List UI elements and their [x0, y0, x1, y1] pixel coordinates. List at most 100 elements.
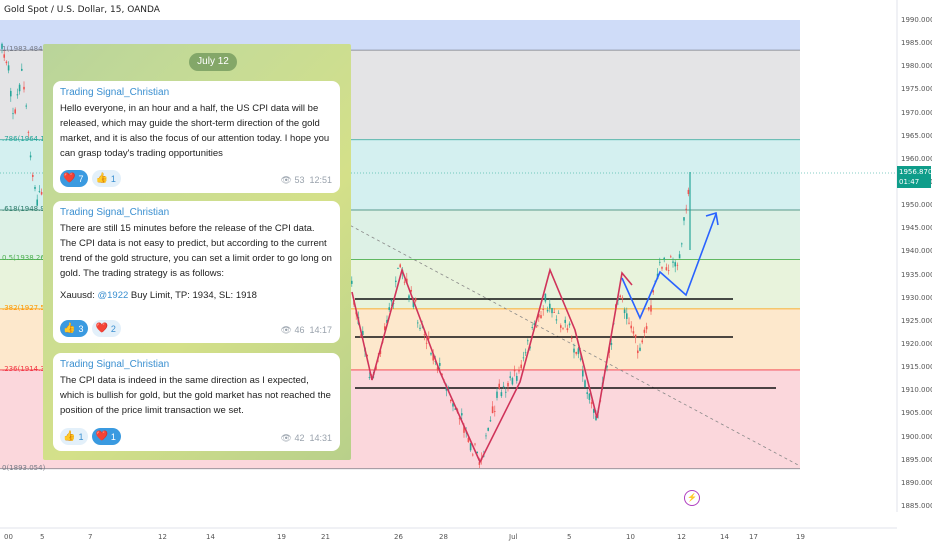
message-text: Hello everyone, in an hour and a half, t… — [60, 103, 330, 159]
candle-body — [568, 323, 571, 326]
candle-body — [29, 155, 32, 158]
y-tick-label: 1965.000 — [901, 131, 932, 140]
candle-body — [496, 391, 498, 398]
reaction-count: 1 — [110, 173, 116, 184]
reaction-thumbs-up[interactable]: 👍 3 — [60, 320, 89, 337]
candle-body — [527, 340, 529, 342]
message-author[interactable]: Trading Signal_Christian — [60, 207, 170, 218]
candle-body — [36, 199, 38, 206]
candle-body — [665, 267, 668, 271]
candle-body — [610, 343, 613, 345]
candle-body — [368, 376, 371, 378]
y-tick-label: 1905.000 — [901, 409, 932, 418]
candle-body — [419, 327, 421, 329]
candle-body — [590, 402, 593, 404]
candle-body — [23, 86, 25, 90]
candle-body — [425, 342, 428, 344]
candle-body — [14, 109, 16, 114]
reaction-count: 1 — [78, 431, 84, 442]
candle-body — [535, 326, 538, 328]
candle-body — [555, 319, 558, 321]
reaction-heart[interactable]: ❤️ 2 — [92, 320, 121, 337]
candle-body — [476, 451, 478, 454]
candle-body — [390, 299, 393, 302]
candle-body — [511, 378, 514, 385]
candle-body — [32, 174, 34, 177]
fib-level-label: 1(1983.484) — [2, 45, 46, 54]
candle-body — [397, 268, 399, 269]
reaction-heart[interactable]: ❤️ 7 — [60, 170, 89, 187]
candle-body — [551, 307, 553, 314]
candle-body — [388, 307, 390, 310]
eye-icon: 👁 — [280, 325, 295, 335]
candle-body — [403, 281, 406, 283]
candle-body — [571, 337, 573, 339]
candle-body — [472, 454, 474, 456]
symbol-title[interactable]: Gold Spot / U.S. Dollar, 15, OANDA — [4, 5, 160, 15]
x-tick-label: 7 — [88, 533, 93, 541]
candle-body — [478, 462, 481, 465]
x-tick-label: 5 — [40, 533, 45, 541]
chat-message[interactable]: Trading Signal_Christian Hello everyone,… — [53, 81, 340, 193]
candle-body — [575, 351, 577, 354]
thumbs-up-icon: 👍 — [95, 173, 108, 184]
candle-body — [485, 435, 487, 437]
reaction-count: 3 — [78, 323, 84, 334]
candle-body — [681, 243, 683, 245]
candle-body — [505, 391, 507, 393]
candle-body — [648, 307, 650, 310]
chat-message[interactable]: Trading Signal_Christian There are still… — [53, 201, 340, 343]
candle-body — [439, 362, 441, 366]
telegram-chat-panel: July 12 Trading Signal_Christian Hello e… — [43, 44, 351, 460]
candle-body — [487, 427, 489, 431]
candle-body — [399, 264, 401, 268]
lightning-icon[interactable]: ⚡ — [684, 490, 700, 506]
candle-body — [588, 393, 591, 400]
x-tick-label: Jul — [509, 533, 518, 541]
y-tick-label: 1885.000 — [901, 502, 932, 510]
candle-body — [5, 61, 8, 64]
candle-body — [577, 348, 580, 355]
message-text: The CPI data is indeed in the same direc… — [60, 375, 331, 416]
candle-body — [461, 413, 463, 416]
candle-body — [384, 326, 386, 331]
message-author[interactable]: Trading Signal_Christian — [60, 87, 170, 98]
message-time: 14:31 — [309, 433, 332, 443]
candle-body — [553, 312, 555, 313]
candle-body — [7, 65, 10, 71]
chat-message[interactable]: Trading Signal_Christian The CPI data is… — [53, 353, 340, 451]
candle-body — [518, 369, 520, 372]
candle-body — [412, 299, 415, 308]
x-tick-label: 17 — [749, 533, 758, 541]
fib-level-label: .382(1927.589) — [2, 303, 57, 312]
bar-countdown: 01:47 — [899, 178, 920, 186]
x-tick-label: 19 — [277, 533, 286, 541]
message-author[interactable]: Trading Signal_Christian — [60, 359, 170, 370]
candle-body — [467, 437, 470, 443]
candle-body — [634, 334, 637, 338]
y-tick-label: 1915.000 — [901, 363, 932, 372]
x-tick-label: 28 — [439, 533, 448, 541]
y-tick-label: 1940.000 — [901, 247, 932, 256]
candle-body — [685, 208, 687, 210]
reaction-heart[interactable]: ❤️ 1 — [92, 428, 121, 445]
candle-body — [566, 328, 569, 331]
candle-body — [430, 353, 432, 355]
view-count: 42 — [294, 433, 305, 443]
candle-body — [678, 254, 681, 259]
y-tick-label: 1895.000 — [901, 455, 932, 464]
zigzag-pattern — [351, 267, 633, 464]
candle-body — [560, 325, 562, 328]
reaction-thumbs-up[interactable]: 👍 1 — [60, 428, 89, 445]
candle-body — [10, 90, 12, 97]
reaction-count: 2 — [110, 323, 116, 334]
y-tick-label: 1890.000 — [901, 478, 932, 487]
mention-link[interactable]: @1922 — [97, 290, 129, 301]
y-tick-label: 1970.000 — [901, 108, 932, 117]
candle-body — [564, 319, 566, 323]
reaction-thumbs-up[interactable]: 👍 1 — [92, 170, 121, 187]
candle-body — [34, 186, 36, 189]
candle-body — [676, 264, 679, 266]
candle-body — [593, 409, 595, 413]
candle-body — [408, 295, 410, 299]
